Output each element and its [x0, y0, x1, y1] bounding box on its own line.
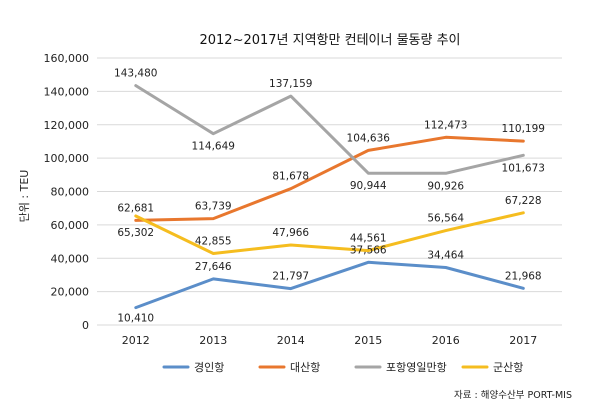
data-label: 101,673: [502, 162, 545, 174]
data-label: 81,678: [272, 171, 309, 183]
data-label: 90,944: [350, 180, 387, 192]
data-label: 44,561: [350, 233, 387, 245]
source-note: 자료 : 해양수산부 PORT-MIS: [454, 389, 572, 401]
y-tick-label: 20,000: [51, 286, 90, 299]
data-label: 56,564: [427, 213, 464, 225]
data-label: 62,681: [117, 202, 154, 214]
y-tick-label: 140,000: [44, 85, 90, 98]
x-tick-label: 2016: [432, 334, 460, 347]
data-label: 21,797: [272, 271, 309, 283]
x-tick-label: 2013: [199, 334, 227, 347]
y-tick-label: 160,000: [44, 52, 90, 65]
data-label: 21,968: [505, 270, 542, 282]
chart-title: 2012~2017년 지역항만 컨테이너 물동량 추이: [199, 33, 460, 48]
legend: 경인항 대산항 포항영일만항 군산항: [162, 360, 523, 374]
data-label: 90,926: [427, 180, 464, 192]
x-tick-label: 2014: [277, 334, 305, 347]
data-label: 27,646: [195, 261, 232, 273]
series-line-3: [134, 211, 525, 255]
data-label: 37,566: [350, 244, 387, 256]
series-line-2: [134, 84, 525, 175]
data-label: 110,199: [502, 123, 545, 135]
data-label: 114,649: [192, 141, 235, 153]
legend-label: 포항영일만항: [386, 360, 447, 374]
data-label: 34,464: [427, 249, 464, 261]
legend-label: 군산항: [493, 361, 523, 374]
data-label: 112,473: [424, 119, 467, 131]
data-labels: 10,410 27,646 21,797 37,566 34,464 21,968 62,6…: [114, 68, 545, 325]
y-tick-label: 40,000: [51, 252, 90, 265]
axes: 0 20,000 40,000 60,000 80,000 100,000 120,000 1…: [44, 52, 538, 347]
y-tick-label: 100,000: [44, 152, 90, 165]
data-label: 143,480: [114, 68, 157, 80]
legend-label: 경인항: [194, 361, 224, 374]
data-label: 10,410: [117, 313, 154, 325]
y-tick-label: 0: [82, 319, 89, 332]
series-line-1: [134, 135, 525, 222]
data-label: 67,228: [505, 195, 542, 207]
x-tick-label: 2012: [122, 334, 150, 347]
data-label: 47,966: [272, 227, 309, 239]
x-tick-label: 2015: [354, 334, 382, 347]
y-tick-label: 120,000: [44, 119, 90, 132]
series-lines: [134, 84, 525, 310]
y-tick-label: 60,000: [51, 219, 90, 232]
series-line-0: [134, 260, 525, 310]
data-label: 104,636: [347, 132, 391, 144]
data-label: 137,159: [269, 78, 312, 90]
gridlines: [97, 57, 562, 326]
legend-label: 대산항: [290, 361, 320, 374]
x-tick-label: 2017: [509, 334, 537, 347]
data-label: 63,739: [195, 201, 232, 213]
data-label: 65,302: [117, 227, 154, 239]
y-axis-unit-label: 단위 : TEU: [18, 170, 31, 223]
y-tick-label: 80,000: [51, 186, 90, 199]
data-label: 42,855: [195, 235, 232, 247]
